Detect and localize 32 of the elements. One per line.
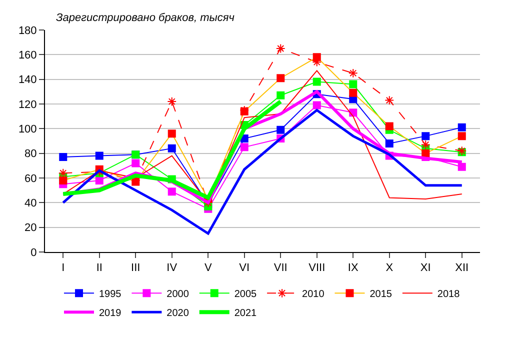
y-tick-label: 40: [24, 198, 37, 210]
y-tick-label: 20: [24, 222, 37, 234]
legend-label: 2018: [437, 289, 460, 300]
y-tick-label: 160: [18, 50, 37, 62]
y-tick-label: 180: [18, 24, 37, 37]
x-tick-label: IX: [348, 262, 359, 274]
y-tick-label: 0: [30, 246, 37, 259]
legend-label: 2020: [166, 308, 190, 320]
legend-label: 1995: [99, 289, 122, 300]
y-tick-label: 120: [18, 98, 37, 111]
x-tick-label: XI: [420, 262, 431, 274]
x-tick-label: V: [204, 262, 212, 274]
legend-label: 2010: [302, 289, 325, 300]
x-tick-label: IV: [166, 262, 178, 274]
y-tick-label: 80: [24, 148, 37, 160]
x-tick-label: XII: [455, 262, 469, 274]
x-tick-label: VI: [239, 262, 250, 274]
x-tick-label: III: [131, 262, 140, 274]
y-tick-label: 100: [18, 124, 37, 136]
x-tick-label: I: [62, 262, 65, 274]
legend-label: 2021: [234, 308, 258, 320]
chart-title: Зарегистрировано браков, тысяч: [56, 12, 235, 24]
legend-label: 2019: [99, 308, 122, 320]
x-tick-label: II: [96, 262, 102, 274]
legend-label: 2000: [166, 289, 190, 300]
y-tick-label: 60: [24, 172, 37, 185]
x-tick-label: VII: [274, 262, 288, 274]
x-tick-label: X: [386, 262, 394, 274]
y-tick-label: 140: [18, 74, 37, 86]
legend-label: 2015: [370, 289, 392, 300]
x-tick-label: VIII: [308, 262, 326, 274]
legend-label: 2005: [234, 289, 258, 300]
